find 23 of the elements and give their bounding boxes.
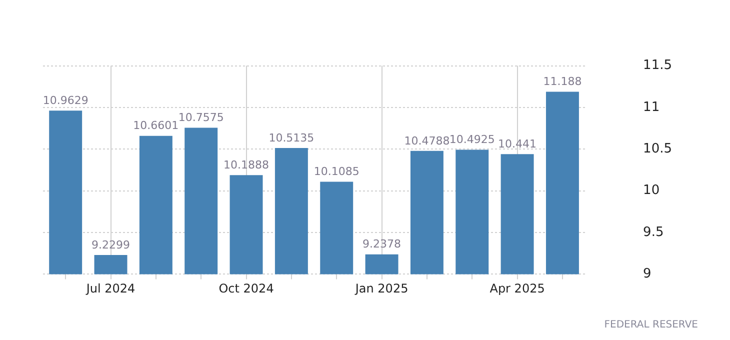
x-tick-label: Jan 2025 [354, 282, 408, 296]
y-tick-label: 10.5 [643, 142, 672, 157]
data-label: 10.4788 [404, 134, 450, 148]
y-tick-label: 11 [643, 100, 660, 115]
data-label: 10.5135 [268, 131, 314, 144]
y-tick-label: 10 [643, 183, 660, 198]
y-tick-label: 9 [643, 266, 652, 282]
data-label: 10.1085 [314, 165, 360, 178]
data-label: 9.2378 [362, 238, 402, 251]
y-tick-label: 11.5 [643, 58, 672, 74]
data-label: 10.9629 [42, 94, 88, 107]
x-tick-label: Oct 2024 [218, 282, 274, 296]
y-tick-label: 9.5 [643, 224, 664, 240]
data-label: 10.6601 [133, 119, 179, 132]
data-label: 9.2299 [92, 238, 130, 252]
data-label: 10.1888 [224, 158, 270, 172]
data-label: 10.7575 [178, 111, 224, 124]
x-tick-label: Apr 2025 [490, 282, 545, 296]
data-label: 11.188 [543, 75, 582, 88]
x-tick-label: Jul 2024 [85, 282, 136, 296]
text: FEDERAL RESERVE [604, 320, 698, 331]
data-label: 10.441 [498, 137, 537, 150]
data-label: 10.4925 [449, 133, 495, 146]
